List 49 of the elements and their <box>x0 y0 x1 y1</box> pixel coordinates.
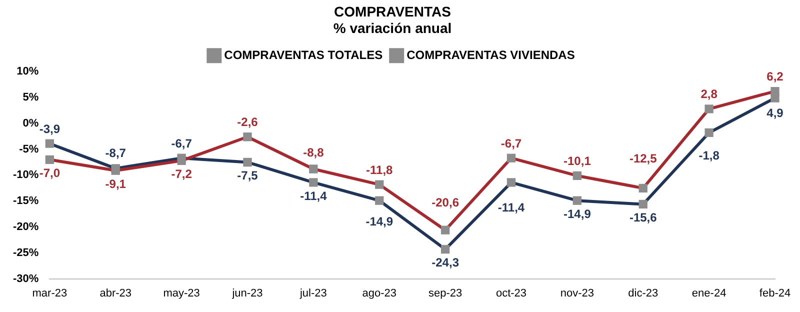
data-label: -14,9 <box>366 214 394 228</box>
data-label: -3,9 <box>39 122 60 136</box>
y-tick-label: -10% <box>12 169 39 182</box>
y-tick-label: 10% <box>16 66 39 78</box>
data-label: -14,9 <box>564 206 592 221</box>
y-tick-label: 5% <box>22 92 39 104</box>
data-label: -15,6 <box>629 210 658 225</box>
x-tick-label: abr-23 <box>100 287 132 300</box>
data-label: 4,9 <box>766 106 784 120</box>
data-label: -6,7 <box>171 136 192 150</box>
data-label: 2,8 <box>700 87 718 102</box>
y-tick-label: -30% <box>12 272 39 285</box>
data-label: -9,1 <box>105 176 126 191</box>
x-tick-label: may-23 <box>163 287 200 300</box>
x-tick-label: sep-23 <box>428 287 462 300</box>
x-tick-label: mar-23 <box>32 287 68 300</box>
data-label: -1,8 <box>698 148 720 162</box>
x-tick-label: dic-23 <box>628 287 658 300</box>
chart-title: COMPRAVENTAS <box>334 3 451 20</box>
data-label: -11,4 <box>498 200 525 214</box>
data-label: -7,5 <box>237 168 258 183</box>
legend-label: COMPRAVENTAS TOTALES <box>224 48 383 62</box>
y-tick-label: -15% <box>12 195 39 208</box>
data-label: -7,2 <box>171 167 192 182</box>
x-tick-label: jun-23 <box>231 287 263 300</box>
y-tick-label: -25% <box>12 246 39 259</box>
y-tick-label: -5% <box>19 143 39 156</box>
data-label: -8,7 <box>105 146 126 160</box>
data-label: -20,6 <box>432 195 460 210</box>
data-label: -11,8 <box>366 162 394 177</box>
x-tick-label: ago-23 <box>362 287 397 300</box>
data-label: -24,3 <box>432 256 460 270</box>
data-label: -10,1 <box>564 154 592 168</box>
data-label: -7,0 <box>39 166 60 180</box>
x-tick-label: jul-23 <box>298 287 327 300</box>
data-label: -8,8 <box>303 145 324 160</box>
x-tick-label: ene-24 <box>692 287 726 300</box>
x-tick-label: oct-23 <box>496 287 527 300</box>
x-tick-label: nov-23 <box>560 287 594 300</box>
x-tick-label: feb-24 <box>759 287 791 300</box>
data-label: 6,2 <box>766 70 784 84</box>
y-tick-label: 0% <box>22 117 39 130</box>
data-label: -2,6 <box>237 115 258 130</box>
y-tick-label: -20% <box>12 221 39 234</box>
legend-label: COMPRAVENTAS VIVIENDAS <box>406 48 575 62</box>
data-label: -6,7 <box>500 136 522 150</box>
data-label: -11,4 <box>300 188 328 203</box>
data-label: -12,5 <box>629 152 658 166</box>
chart-subtitle: % variación anual <box>333 20 452 36</box>
